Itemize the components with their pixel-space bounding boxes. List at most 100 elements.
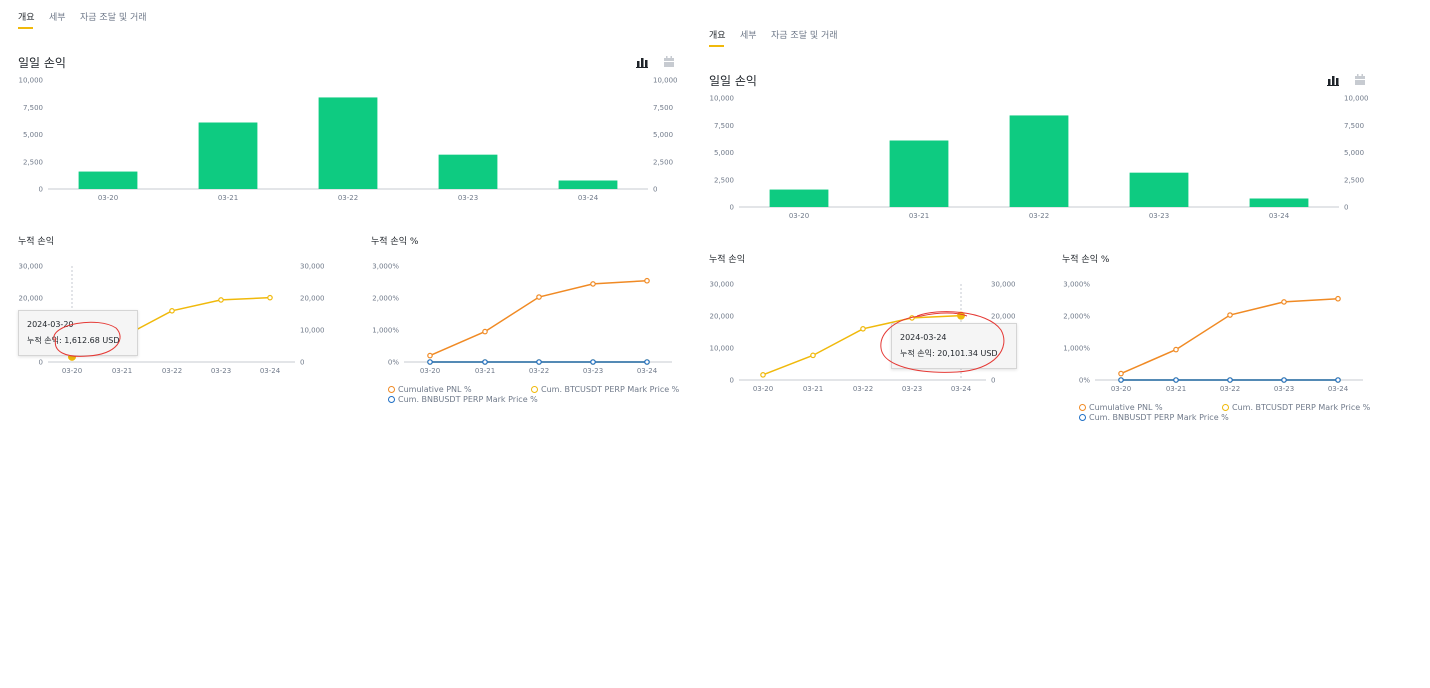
x-tick-label: 03-22 — [1220, 385, 1240, 393]
y-tick-label-left: 5,000 — [714, 149, 734, 157]
bar-03-22 — [318, 97, 378, 189]
bnb-mark-price-pct-point — [536, 359, 542, 365]
tab-overview[interactable]: 개요 — [709, 31, 726, 41]
legend-dot-yellow — [531, 386, 538, 393]
legend-btc-mark-price[interactable]: Cum. BTCUSDT PERP Mark Price % — [1222, 403, 1370, 412]
legend-btc-mark-price[interactable]: Cum. BTCUSDT PERP Mark Price % — [531, 385, 679, 394]
tooltip-value: 누적 손익: 1,612.68 USD — [27, 336, 120, 345]
y-tick-label-right: 30,000 — [991, 281, 1016, 289]
bnb-mark-price-pct-point — [1335, 377, 1341, 383]
tab-funding-trading[interactable]: 자금 조달 및 거래 — [771, 31, 838, 41]
x-tick-label: 03-22 — [1029, 212, 1049, 220]
tooltip-value: 누적 손익: 20,101.34 USD — [900, 349, 998, 358]
cumulative-pnl-tooltip: 2024-03-24 누적 손익: 20,101.34 USD — [891, 323, 1017, 369]
y-tick-label-left: 5,000 — [23, 131, 43, 139]
y-tick-label-left: 1,000% — [1063, 345, 1090, 353]
daily-pnl-title: 일일 손익 — [18, 56, 66, 70]
x-tick-label: 03-21 — [218, 194, 238, 202]
x-tick-label: 03-21 — [475, 367, 495, 375]
y-tick-label-right: 30,000 — [300, 263, 325, 271]
y-tick-label-left: 2,500 — [23, 158, 43, 166]
bar-chart-icon[interactable] — [636, 56, 650, 68]
y-tick-label-right: 0 — [653, 186, 657, 194]
left-panel: 개요 세부 자금 조달 및 거래 일일 손익 10,000 10,000 7,500… — [0, 0, 690, 688]
legend-cumulative-pnl[interactable]: Cumulative PNL % — [388, 385, 472, 394]
y-tick-label-left: 0% — [388, 359, 399, 367]
y-tick-label-right: 10,000 — [300, 327, 325, 335]
x-tick-label: 03-24 — [260, 367, 281, 375]
y-tick-label-left: 10,000 — [19, 77, 44, 85]
cumulative-pnl-pct-line — [429, 279, 648, 357]
x-tick-label: 03-23 — [583, 367, 603, 375]
legend-dot-yellow — [1222, 404, 1229, 411]
cumulative-pnl-title: 누적 손익 — [18, 237, 54, 247]
bar-03-22 — [1009, 115, 1069, 207]
tab-active-underline — [709, 45, 724, 47]
tab-overview[interactable]: 개요 — [18, 13, 35, 23]
y-tick-label-right: 2,500 — [653, 158, 673, 166]
y-tick-label-left: 1,000% — [372, 327, 399, 335]
cumulative-pnl-point — [810, 352, 816, 359]
cumulative-pnl-point — [860, 325, 866, 332]
tab-details[interactable]: 세부 — [740, 31, 757, 41]
x-tick-label: 03-20 — [1111, 385, 1131, 393]
bar-chart-icon[interactable] — [1327, 74, 1341, 86]
x-tick-label: 03-24 — [637, 367, 658, 375]
cumulative-pnl-tooltip: 2024-03-20 누적 손익: 1,612.68 USD — [18, 310, 138, 356]
daily-pnl-bar-chart: 10,000 10,000 7,500 7,500 5,000 5,000 2,500 2,5… — [710, 95, 1369, 221]
y-tick-label-left: 0 — [39, 186, 43, 194]
bar-03-21 — [198, 122, 258, 189]
x-tick-label: 03-20 — [62, 367, 82, 375]
bnb-mark-price-pct-point — [1173, 377, 1179, 383]
bnb-mark-price-pct-point — [1281, 377, 1287, 383]
cumulative-pnl-pct-line-chart: 3,000% 2,000% 1,000% 0% 03-20 03-21 03-22 03-23… — [1063, 281, 1363, 393]
cumulative-pnl-pct-title: 누적 손익 % — [1062, 255, 1110, 265]
y-tick-label-right: 7,500 — [1344, 122, 1364, 130]
bnb-mark-price-pct-point — [1227, 377, 1233, 383]
cumulative-pnl-pct-point — [1118, 370, 1124, 377]
x-tick-label: 03-24 — [1328, 385, 1349, 393]
legend-bnb-mark-price[interactable]: Cum. BNBUSDT PERP Mark Price % — [388, 395, 538, 404]
cumulative-pnl-pct-point — [644, 277, 650, 284]
annotation-circle — [53, 321, 121, 357]
tooltip-date: 2024-03-24 — [900, 333, 947, 342]
calendar-icon[interactable] — [1354, 74, 1368, 86]
x-tick-label: 03-21 — [112, 367, 132, 375]
cumulative-pnl-pct-point — [427, 352, 433, 359]
cumulative-pnl-point — [169, 307, 175, 314]
cumulative-pnl-title: 누적 손익 — [709, 255, 745, 265]
cumulative-pnl-pct-title: 누적 손익 % — [371, 237, 419, 247]
tab-details[interactable]: 세부 — [49, 13, 66, 23]
y-tick-label-left: 2,500 — [714, 176, 734, 184]
y-tick-label-left: 7,500 — [714, 122, 734, 130]
legend-label: Cum. BTCUSDT PERP Mark Price % — [1232, 403, 1371, 412]
x-tick-label: 03-22 — [853, 385, 873, 393]
bnb-mark-price-pct-point — [482, 359, 488, 365]
cumulative-pnl-point — [760, 372, 766, 378]
y-tick-label-left: 20,000 — [19, 295, 44, 303]
x-tick-label: 03-20 — [98, 194, 118, 202]
bar-03-23 — [438, 154, 498, 189]
cumulative-pnl-pct-line — [1120, 297, 1339, 375]
x-tick-label: 03-21 — [909, 212, 929, 220]
y-tick-label-right: 20,000 — [991, 313, 1016, 321]
cumulative-pnl-line-chart: 30,00030,00020,00020,00010,00010,0000003… — [710, 281, 1016, 394]
bnb-mark-price-pct-point — [1118, 377, 1124, 383]
tab-funding-trading[interactable]: 자금 조달 및 거래 — [80, 13, 147, 23]
bar-03-20 — [78, 171, 138, 189]
x-tick-label: 03-20 — [789, 212, 809, 220]
x-tick-label: 03-23 — [1149, 212, 1169, 220]
legend-label: Cum. BTCUSDT PERP Mark Price % — [541, 385, 680, 394]
tooltip-date: 2024-03-20 — [27, 320, 74, 329]
y-tick-label-right: 7,500 — [653, 104, 673, 112]
legend-bnb-mark-price[interactable]: Cum. BNBUSDT PERP Mark Price % — [1079, 413, 1229, 422]
x-tick-label: 03-23 — [211, 367, 231, 375]
calendar-icon[interactable] — [663, 56, 677, 68]
x-tick-label: 03-24 — [578, 194, 599, 202]
x-tick-label: 03-22 — [162, 367, 182, 375]
legend-cumulative-pnl[interactable]: Cumulative PNL % — [1079, 403, 1163, 412]
x-tick-label: 03-20 — [753, 385, 773, 393]
y-tick-label-left: 3,000% — [1063, 281, 1090, 289]
y-tick-label-left: 0 — [730, 204, 734, 212]
bnb-mark-price-pct-point — [644, 359, 650, 365]
